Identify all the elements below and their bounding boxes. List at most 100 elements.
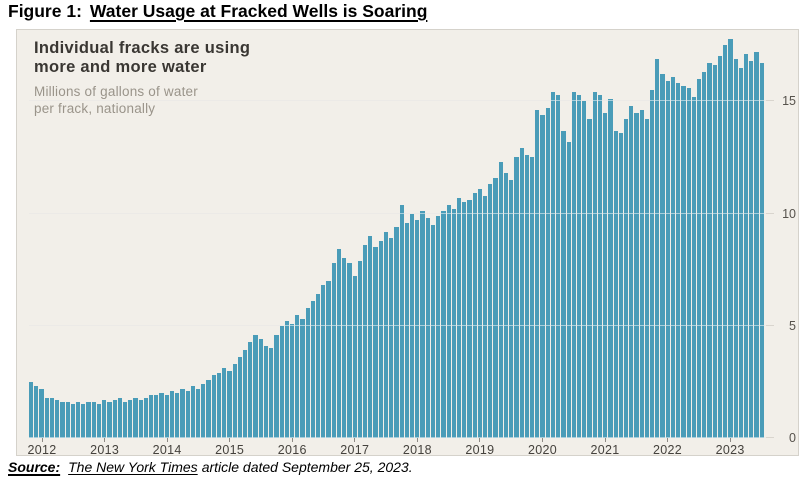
bar	[149, 395, 154, 438]
bar	[336, 249, 342, 438]
source-line: Source: The New York Times article dated S…	[8, 459, 413, 475]
bar	[394, 227, 399, 438]
bar	[232, 363, 237, 438]
bar	[545, 108, 550, 438]
bar	[441, 211, 446, 438]
bar	[681, 85, 686, 438]
bar	[180, 388, 185, 438]
x-tick-label: 2020	[527, 443, 557, 457]
bar	[274, 334, 279, 438]
bar	[211, 375, 216, 438]
x-tick-label: 2015	[215, 443, 245, 457]
bar	[483, 195, 488, 438]
bar	[70, 404, 75, 438]
bar	[164, 395, 169, 438]
bar	[712, 65, 717, 438]
bar	[415, 220, 420, 438]
bar	[639, 110, 644, 438]
bar	[258, 339, 263, 438]
bar	[143, 397, 149, 438]
bar	[488, 184, 493, 438]
source-label: Source:	[8, 459, 61, 475]
bar	[269, 348, 274, 438]
bar	[670, 76, 676, 438]
bar	[571, 92, 576, 438]
bar	[138, 399, 143, 438]
x-tick-label: 2014	[152, 443, 182, 457]
chart-subtitle-line2: per frack, nationally	[34, 101, 156, 116]
bar	[305, 307, 310, 438]
bar	[613, 130, 618, 438]
bar	[242, 350, 248, 438]
bar	[81, 404, 86, 438]
x-tick-label: 2019	[465, 443, 495, 457]
bar	[430, 224, 436, 438]
bar	[227, 370, 232, 438]
bar	[603, 112, 608, 438]
x-tick-label: 2013	[90, 443, 120, 457]
source-suffix: article dated September 25, 2023.	[201, 459, 413, 475]
bar	[587, 119, 592, 438]
x-tick	[166, 438, 168, 442]
bar	[310, 301, 316, 438]
bar	[342, 258, 347, 438]
bar	[49, 397, 55, 438]
bar	[749, 60, 754, 438]
x-tick	[229, 438, 231, 442]
x-tick	[541, 438, 543, 442]
bar	[128, 399, 133, 438]
bar	[331, 262, 336, 438]
x-tick	[416, 438, 418, 442]
bar	[133, 397, 138, 438]
x-tick	[104, 438, 106, 442]
bar	[743, 54, 749, 438]
bar	[556, 94, 561, 438]
bar	[409, 213, 415, 438]
bar	[383, 231, 389, 438]
bar	[425, 218, 430, 438]
bar	[728, 38, 733, 438]
figure-caption-prefix: Figure 1:	[8, 1, 82, 21]
bar	[561, 130, 566, 438]
bar	[462, 202, 467, 438]
bar	[503, 173, 509, 438]
x-tick	[479, 438, 481, 442]
bar	[629, 105, 634, 438]
gridline-highlight	[29, 100, 766, 102]
bar	[112, 399, 117, 438]
bar	[279, 325, 284, 438]
bar	[524, 155, 529, 438]
bar	[357, 260, 362, 438]
bar	[248, 341, 253, 438]
bar	[107, 402, 112, 438]
bar	[159, 393, 164, 438]
chart-panel: Individual fracks are using more and mor…	[16, 29, 799, 457]
x-tick-label: 2021	[590, 443, 620, 457]
y-tick-label: 0	[789, 431, 796, 445]
bar	[634, 112, 639, 438]
bar	[60, 402, 65, 438]
bar	[289, 323, 295, 438]
bar	[592, 92, 597, 438]
bar	[498, 161, 503, 438]
gridline-highlight	[29, 212, 766, 214]
bar	[530, 157, 535, 438]
bar	[284, 321, 289, 438]
bar	[691, 96, 696, 438]
bar	[363, 244, 368, 438]
x-tick	[667, 438, 669, 442]
bar	[222, 368, 227, 438]
bar	[185, 390, 190, 438]
bar-series	[29, 34, 764, 438]
x-tick	[354, 438, 356, 442]
chart-subtitle-line1: Millions of gallons of water	[34, 84, 198, 99]
x-tick-label: 2016	[277, 443, 307, 457]
x-tick	[604, 438, 606, 442]
chart-title-line2: more and more water	[34, 58, 207, 76]
x-tick-label: 2018	[402, 443, 432, 457]
bar	[321, 285, 326, 438]
bar	[467, 200, 472, 438]
bar	[644, 119, 650, 438]
bar	[759, 63, 764, 438]
bar	[316, 294, 321, 438]
